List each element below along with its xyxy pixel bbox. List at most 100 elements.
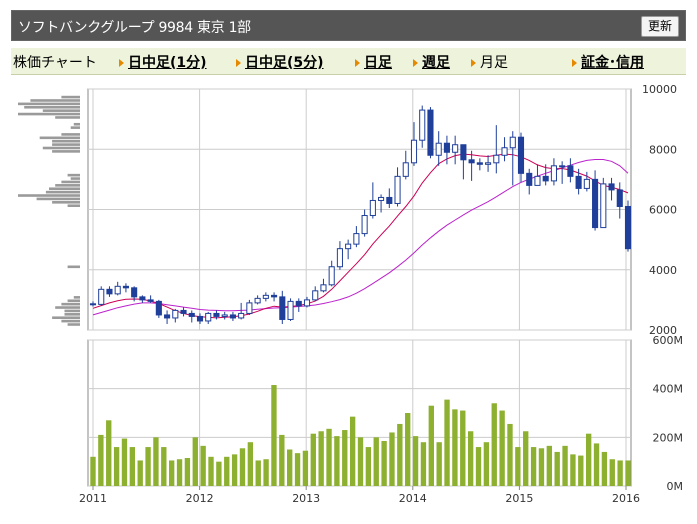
arrow-right-icon (355, 59, 360, 67)
candle-down (295, 300, 302, 307)
tab-margin-credit-label: 証金･信用 (581, 55, 644, 71)
candle-up (114, 285, 121, 295)
tab-daily-label: 日足 (364, 55, 392, 71)
volume-profile-bar (52, 316, 80, 320)
volume-profile-bar (70, 126, 80, 129)
candle-up (452, 144, 459, 153)
volume-bar (90, 456, 96, 486)
tab-weekly-label: 週足 (422, 55, 450, 71)
volume-bar (452, 409, 458, 486)
candle-down (155, 300, 162, 316)
volume-bar (224, 456, 230, 486)
x-tick-label: 2014 (399, 492, 427, 505)
volume-profile-bar (18, 112, 80, 116)
volume-profile-bar (61, 133, 80, 136)
volume-bar (279, 434, 285, 486)
volume-profile-bar (67, 173, 80, 177)
volume-bar (192, 437, 198, 486)
volume-profile-bar (61, 95, 80, 99)
candle-down (386, 196, 393, 204)
candle-down (468, 159, 475, 164)
candle-up (509, 136, 516, 149)
candles (89, 105, 632, 324)
arrow-right-icon (413, 59, 418, 67)
candle-up (303, 299, 311, 307)
candle-up (254, 297, 261, 304)
arrow-right-icon (572, 59, 577, 67)
volume-bar (145, 447, 151, 486)
candle-down (616, 189, 623, 207)
chart-tab-bar: 株価チャート 日中足(1分) 日中足(5分) 日足 週足 月足 証金･信用 (11, 48, 686, 75)
volume-profile-bar (67, 299, 80, 303)
volume-profile-bar (45, 190, 80, 194)
candle-down (271, 294, 278, 298)
tab-margin-credit[interactable]: 証金･信用 (572, 52, 644, 72)
candle-up (534, 175, 541, 186)
candle-down (575, 175, 582, 189)
volume-bar (475, 447, 482, 486)
volume-bar (216, 461, 222, 486)
volume-bar (271, 385, 277, 486)
volume-bar (342, 430, 348, 486)
volume-tick-label: 600M (653, 334, 684, 347)
volume-bar (373, 437, 379, 486)
price-tick-label: 8000 (649, 143, 677, 156)
volume-bar (357, 437, 364, 486)
volume-bar (287, 449, 293, 486)
candle-down (608, 183, 615, 191)
tab-intraday-5min[interactable]: 日中足(5分) (236, 52, 324, 72)
candle-up (394, 175, 401, 204)
volume-profile-bar (18, 102, 80, 106)
candle-down (427, 109, 434, 156)
candle-up (336, 248, 343, 268)
arrow-right-icon (236, 59, 241, 67)
candle-up (600, 183, 607, 229)
volume-bar (153, 437, 159, 486)
price-tick-label: 2000 (649, 324, 677, 337)
volume-bar (310, 433, 316, 486)
candle-up (98, 288, 105, 305)
volume-profile-bar (55, 184, 80, 187)
volume-bar (302, 450, 309, 486)
tab-weekly[interactable]: 週足 (413, 52, 450, 72)
ma-long-line (92, 159, 629, 316)
candle-down (517, 136, 525, 174)
candle-up (485, 162, 492, 165)
candle-up (238, 312, 245, 319)
candle-down (106, 288, 113, 295)
volume-bar (609, 459, 615, 486)
volume-bar (255, 460, 261, 486)
volume-bar (625, 460, 631, 486)
volume-bar (294, 453, 301, 486)
candle-down (139, 296, 146, 301)
volume-bar (318, 431, 324, 486)
volume-bar (389, 432, 395, 486)
candle-down (122, 285, 129, 289)
volume-bar (578, 455, 584, 486)
volume-profile-bar (52, 139, 80, 143)
volume-bar (491, 403, 497, 486)
volume-bar (200, 445, 206, 486)
candle-up (287, 300, 294, 320)
tab-intraday-1min[interactable]: 日中足(1分) (119, 52, 207, 72)
volume-profile (18, 95, 80, 326)
volume-bar (397, 423, 403, 486)
tab-daily[interactable]: 日足 (355, 52, 392, 72)
candle-down (131, 287, 138, 298)
volume-bar (436, 442, 442, 486)
candle-up (353, 233, 360, 245)
candle-up (312, 290, 319, 301)
price-tick-label: 6000 (649, 204, 677, 217)
volume-bar (184, 458, 191, 486)
volume-bar (570, 454, 576, 486)
volume-bar (538, 448, 545, 486)
volume-bar (562, 445, 568, 486)
refresh-button[interactable]: 更新 (640, 16, 679, 37)
candle-down (460, 144, 467, 161)
candle-up (410, 139, 418, 164)
volume-profile-bar (61, 302, 80, 306)
candle-up (493, 154, 500, 164)
price-grid: 2000 4000 6000 8000 10000 (87, 83, 677, 337)
candle-down (443, 142, 450, 153)
